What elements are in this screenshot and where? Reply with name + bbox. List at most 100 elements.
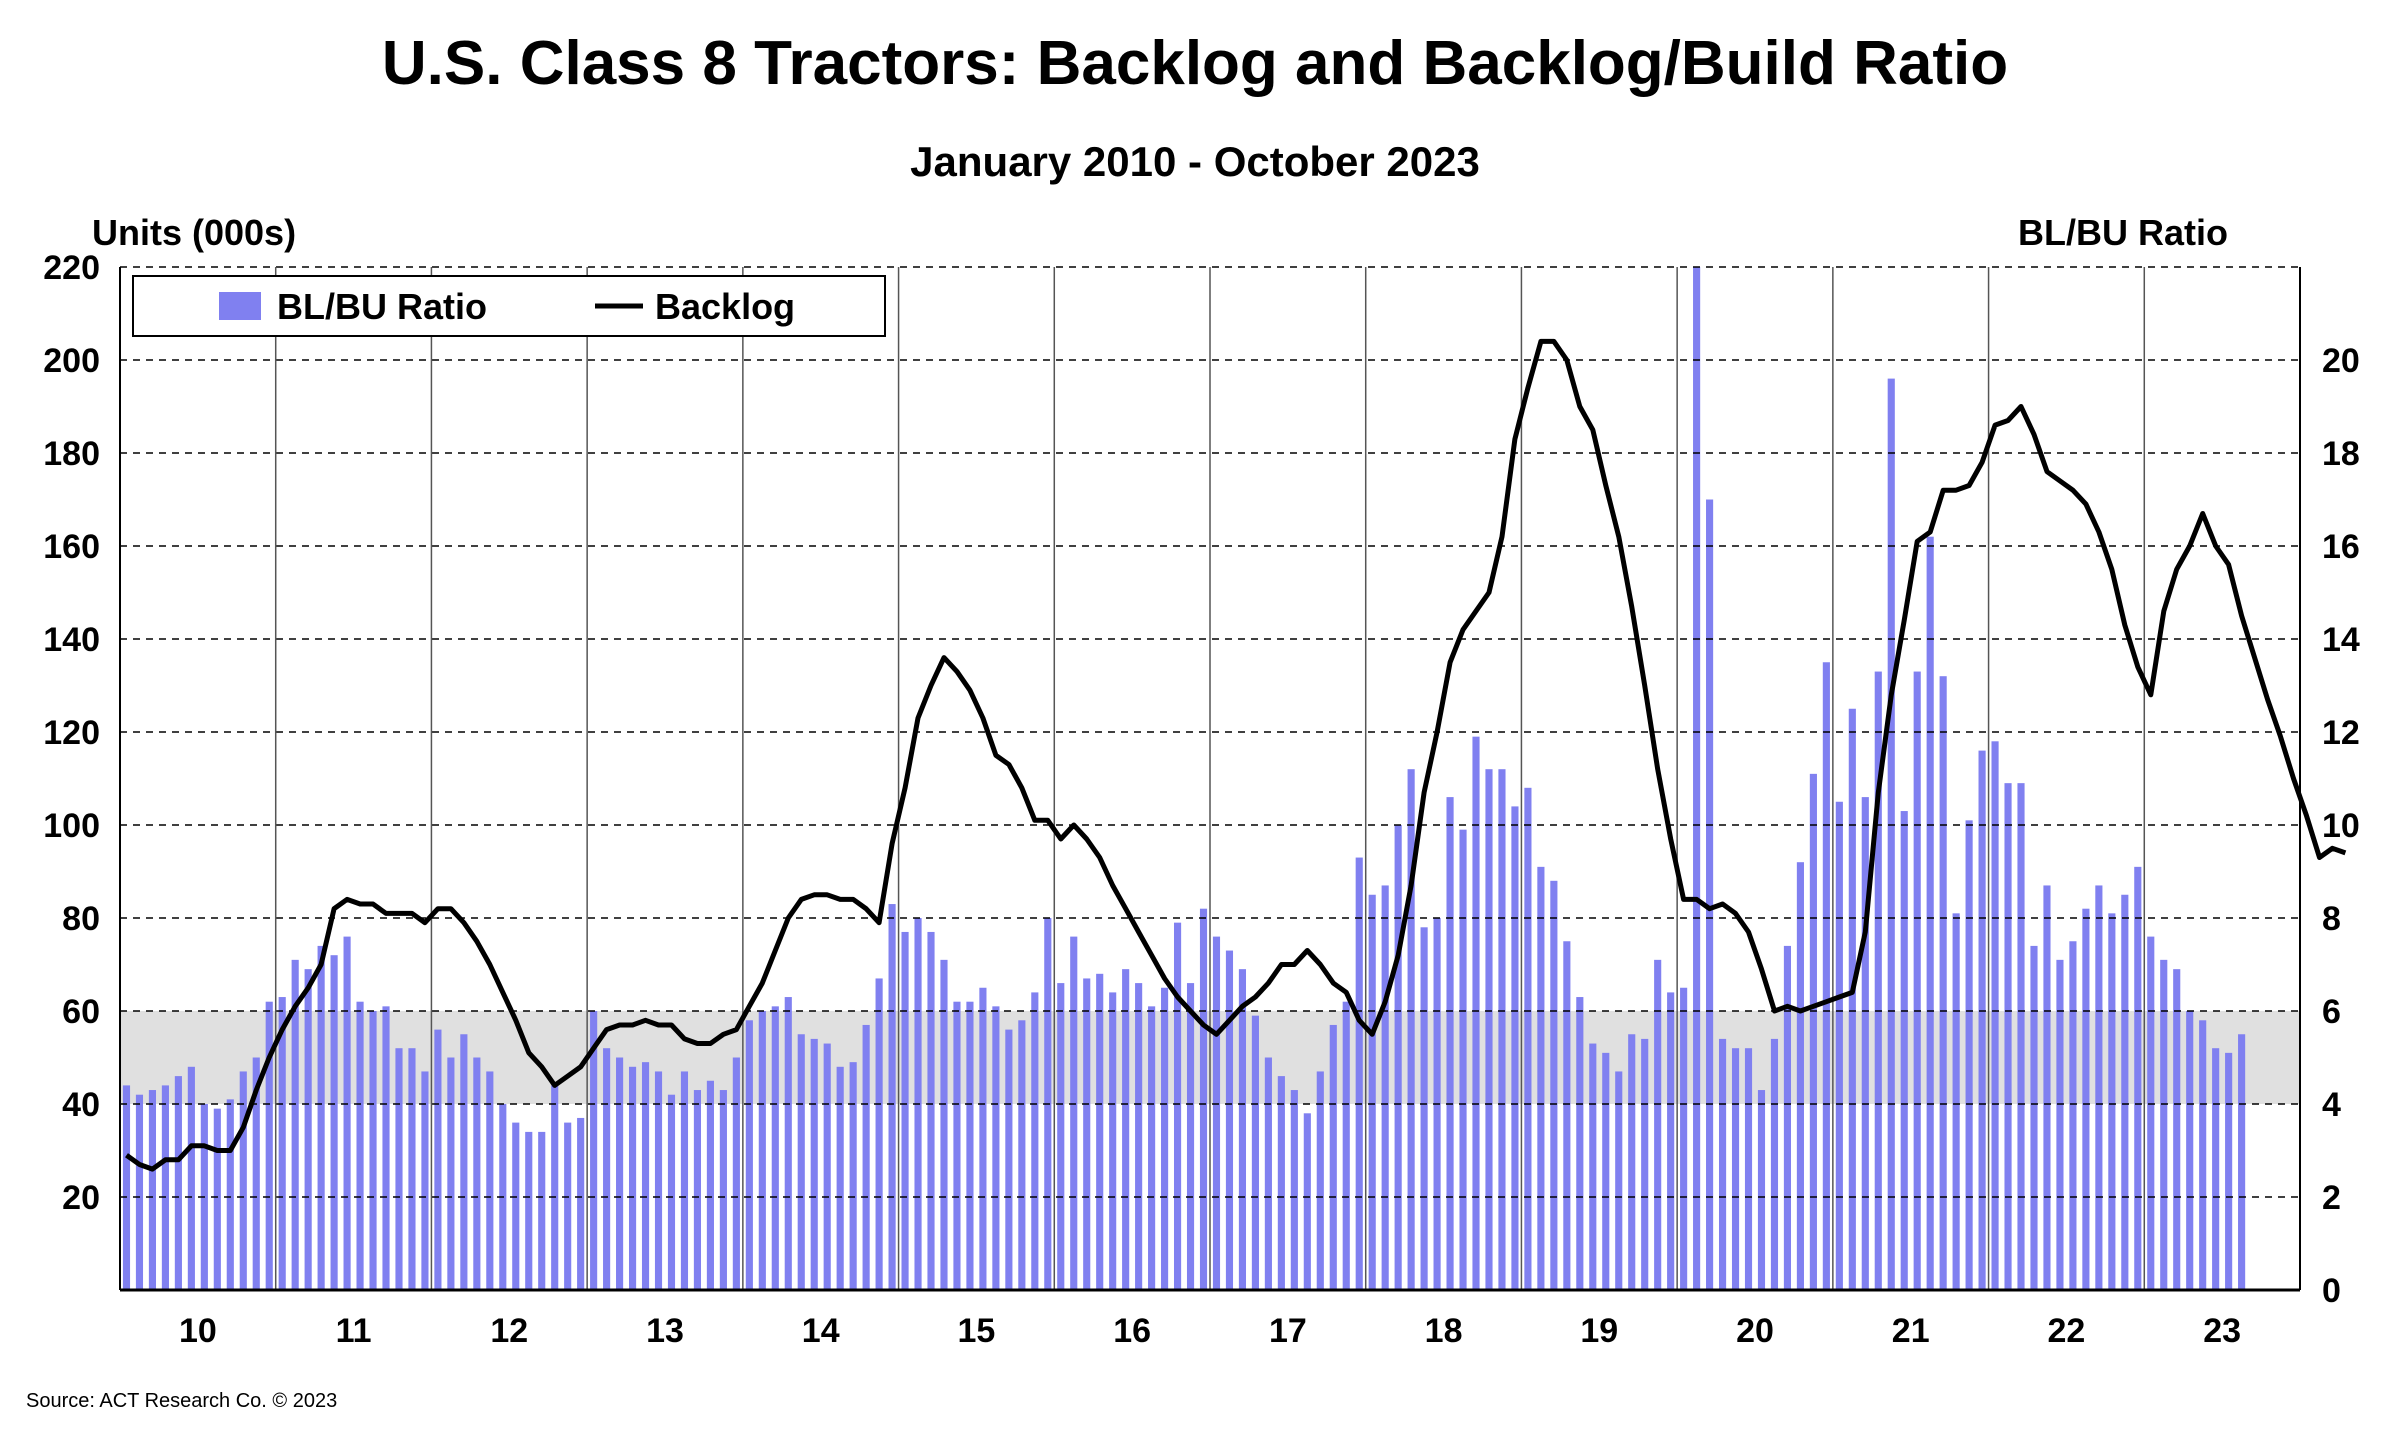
bar xyxy=(2069,941,2077,1290)
bar xyxy=(1290,1090,1298,1290)
bar xyxy=(979,987,987,1290)
bar xyxy=(1952,913,1960,1290)
right-tick-label: 6 xyxy=(2322,993,2341,1031)
bar xyxy=(836,1066,844,1290)
bar xyxy=(1731,1048,1740,1290)
left-tick-label: 200 xyxy=(43,342,100,380)
bar xyxy=(538,1131,546,1290)
bar xyxy=(693,1090,702,1290)
bar xyxy=(1770,1038,1779,1290)
bar xyxy=(1212,936,1221,1290)
bar xyxy=(1939,676,1947,1290)
bar xyxy=(1563,941,1571,1290)
bar xyxy=(213,1108,221,1290)
bar xyxy=(2030,945,2038,1290)
bar xyxy=(1693,267,1701,1290)
left-tick-label: 40 xyxy=(62,1086,100,1124)
bar xyxy=(2056,959,2064,1290)
bar xyxy=(641,1062,650,1290)
left-tick-label: 140 xyxy=(43,621,100,659)
bar xyxy=(2082,908,2090,1290)
bar xyxy=(551,1085,559,1290)
bar xyxy=(1407,769,1415,1290)
source-note: Source: ACT Research Co. © 2023 xyxy=(26,1390,338,1412)
bar xyxy=(1173,922,1182,1290)
bar xyxy=(1498,769,1506,1290)
bar xyxy=(447,1057,455,1290)
bar xyxy=(1472,736,1480,1290)
bar xyxy=(1874,671,1882,1290)
bar xyxy=(1329,1024,1337,1290)
bar xyxy=(1524,787,1532,1290)
bar xyxy=(2043,885,2051,1290)
bar xyxy=(512,1122,520,1290)
bar xyxy=(1783,945,1792,1290)
bars-layer xyxy=(122,267,2246,1291)
bar xyxy=(2199,1020,2207,1290)
grid-layer xyxy=(120,266,2300,1290)
bar xyxy=(343,936,351,1290)
bar xyxy=(2238,1034,2246,1290)
bar xyxy=(1550,880,1558,1290)
bar xyxy=(667,1094,676,1290)
bar xyxy=(1641,1038,1649,1290)
bar xyxy=(1264,1057,1272,1290)
bar xyxy=(2186,1011,2194,1290)
bar xyxy=(1615,1071,1623,1290)
bar xyxy=(577,1117,585,1290)
bar xyxy=(421,1071,429,1290)
bar xyxy=(745,1020,753,1290)
bar xyxy=(1628,1034,1636,1290)
bar xyxy=(291,959,299,1290)
bar xyxy=(304,969,312,1290)
bar xyxy=(1238,969,1247,1290)
bar xyxy=(590,1011,598,1290)
right-tick-label: 12 xyxy=(2322,714,2360,752)
left-tick-label: 80 xyxy=(62,900,100,938)
bar xyxy=(278,997,286,1290)
bar xyxy=(525,1131,533,1290)
bar xyxy=(1122,969,1130,1290)
bar xyxy=(616,1057,624,1290)
bar xyxy=(1148,1006,1156,1290)
bar xyxy=(148,1090,157,1290)
bar xyxy=(161,1085,169,1290)
bar xyxy=(356,1001,364,1290)
year-label: 22 xyxy=(2048,1312,2086,1350)
right-tick-label: 8 xyxy=(2322,900,2341,938)
bar xyxy=(1602,1052,1610,1290)
bar xyxy=(862,1024,870,1290)
bar xyxy=(2147,936,2155,1290)
bar xyxy=(1680,987,1688,1290)
bar xyxy=(2160,959,2168,1290)
bar xyxy=(330,955,338,1290)
year-label: 16 xyxy=(1113,1312,1151,1350)
year-label: 23 xyxy=(2203,1312,2241,1350)
bar xyxy=(992,1006,1000,1290)
bar xyxy=(1083,978,1091,1290)
bar xyxy=(875,978,883,1290)
bar xyxy=(408,1048,416,1290)
bar xyxy=(382,1006,390,1290)
year-label: 15 xyxy=(958,1312,996,1350)
bar xyxy=(1744,1048,1753,1290)
bar xyxy=(1459,829,1467,1290)
bar xyxy=(1537,866,1545,1290)
right-tick-label: 20 xyxy=(2322,342,2360,380)
bar xyxy=(1381,885,1389,1290)
bar xyxy=(1848,708,1856,1290)
bar xyxy=(1316,1071,1324,1290)
bar xyxy=(1005,1029,1013,1290)
bar xyxy=(2212,1048,2220,1290)
bar xyxy=(1926,536,1934,1290)
year-label: 21 xyxy=(1892,1312,1930,1350)
bar xyxy=(2121,894,2129,1290)
bar xyxy=(1225,950,1234,1290)
chart-subtitle: January 2010 - October 2023 xyxy=(910,138,1480,185)
bar xyxy=(122,1085,131,1290)
bar xyxy=(1991,741,1999,1290)
bar xyxy=(628,1066,637,1290)
bar xyxy=(1667,992,1675,1290)
bar xyxy=(1251,1015,1259,1290)
